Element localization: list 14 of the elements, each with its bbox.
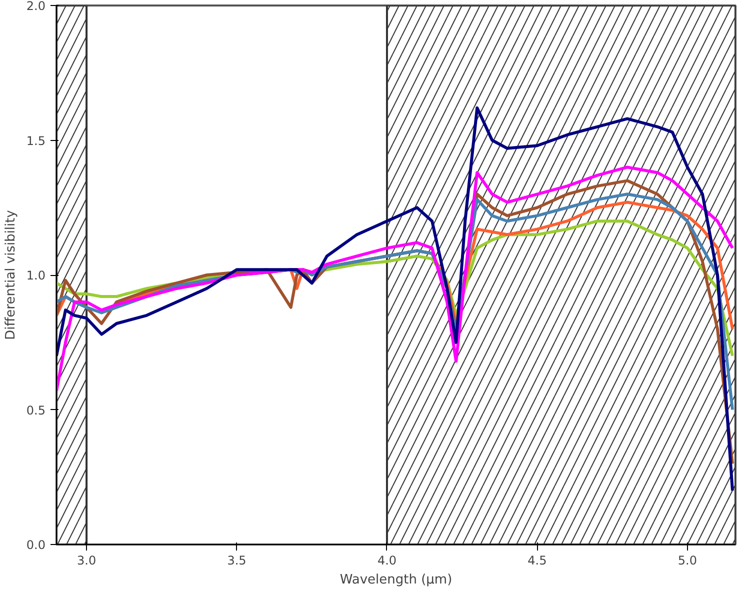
y-tick-label: 1.5 bbox=[26, 134, 46, 148]
x-tick-label: 5.0 bbox=[678, 554, 697, 568]
line-series bbox=[56, 166, 734, 392]
x-tick-label: 3.5 bbox=[227, 554, 246, 568]
x-axis-title: Wavelength (μm) bbox=[340, 572, 452, 588]
x-tick-label: 4.0 bbox=[377, 554, 397, 568]
y-tick-label: 1.0 bbox=[26, 268, 46, 282]
y-tick-label: 2.0 bbox=[26, 0, 46, 13]
x-tick-label: 3.0 bbox=[77, 554, 96, 568]
y-tick-label: 0.0 bbox=[26, 538, 46, 552]
y-axis-title: Differential visibility bbox=[3, 210, 18, 340]
line-series bbox=[56, 106, 734, 492]
y-tick-label: 0.5 bbox=[26, 403, 46, 418]
x-tick-label: 4.5 bbox=[528, 554, 547, 568]
